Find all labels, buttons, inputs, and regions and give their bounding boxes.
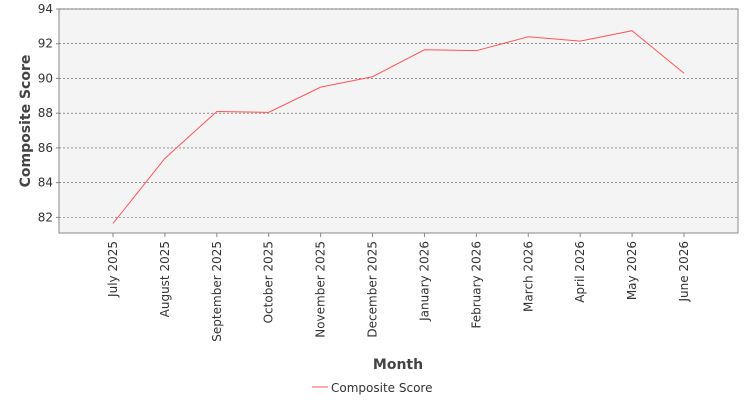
- y-tick-label: 84: [38, 176, 53, 190]
- y-axis-title: Composite Score: [18, 55, 34, 188]
- y-tick-label: 82: [38, 210, 53, 224]
- y-tick-label: 90: [38, 71, 53, 85]
- y-tick-label: 86: [38, 141, 53, 155]
- y-tick-label: 88: [38, 106, 53, 120]
- legend-label: Composite Score: [331, 381, 432, 395]
- x-tick-label: November 2025: [314, 241, 328, 338]
- x-tick-label: October 2025: [262, 241, 276, 323]
- x-tick-label: April 2026: [573, 241, 587, 303]
- x-tick-label: December 2025: [366, 241, 380, 338]
- x-tick-label: August 2025: [158, 241, 172, 317]
- plot-area: [58, 8, 739, 234]
- y-tick-label: 94: [38, 2, 53, 16]
- x-tick-label: March 2026: [521, 241, 535, 312]
- y-tick-label: 92: [38, 37, 53, 51]
- x-tick-label: May 2026: [625, 241, 639, 300]
- x-tick-label: September 2025: [210, 241, 224, 342]
- x-tick-label: January 2026: [417, 241, 431, 322]
- line: [112, 30, 685, 224]
- x-axis-title: Month: [373, 357, 423, 373]
- x-tick-label: February 2026: [469, 241, 483, 329]
- x-tick-label: July 2025: [106, 241, 120, 298]
- x-tick-label: June 2026: [677, 241, 691, 303]
